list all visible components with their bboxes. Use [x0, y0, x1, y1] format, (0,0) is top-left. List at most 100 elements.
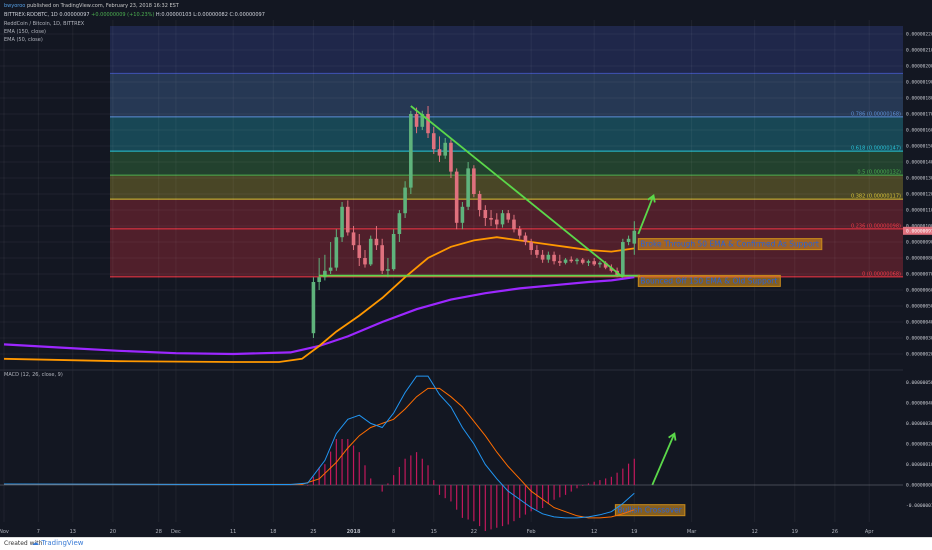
candle-body — [472, 168, 476, 194]
candle-body — [494, 219, 499, 225]
time-tick-label: 28 — [156, 529, 162, 535]
candle-body — [449, 142, 453, 172]
time-tick-label: 22 — [471, 529, 477, 535]
publish-info: bwyoroo published on TradingView.com, Fe… — [4, 3, 179, 9]
time-tick-label: Feb — [527, 529, 536, 535]
brand-name: TradingView — [41, 539, 84, 547]
price-tick-label: 0.00000060 — [906, 288, 932, 294]
fib-level-label: 0.382 (0.00000117) — [851, 194, 901, 200]
candle-body — [328, 267, 333, 271]
ema50-line — [3, 236, 635, 363]
price-tick-label: 0.00000080 — [906, 256, 932, 262]
candle-body — [580, 259, 585, 263]
price-tick-label: 0.00000030 — [906, 336, 932, 342]
candle-body — [632, 230, 637, 244]
time-axis[interactable]: Nov 7 13 20 28 Dec 11 18 25 2018 8 15 22 Feb 12 19 Mar 12… — [0, 529, 874, 535]
price-chart[interactable]: 0 (0.00000068) 0.236 (0.00000098) 0.382 (0… — [0, 0, 932, 538]
ema150-legend[interactable]: EMA (150, close) — [4, 29, 46, 35]
candle-body — [414, 114, 419, 127]
candle-body — [317, 277, 321, 282]
symbol: BITTREX:RDDBTC, 1D — [4, 12, 58, 18]
candle-body — [500, 213, 505, 225]
time-tick-label: 26 — [832, 529, 838, 535]
fib-band — [110, 116, 903, 152]
tradingview-logo[interactable]: ☁ TradingView — [32, 539, 84, 547]
price-tick-label: 0.00000180 — [906, 96, 932, 102]
macd-tick-label: 0.00000000 — [906, 483, 932, 489]
macd-arrow — [651, 433, 676, 486]
annotation-ema150: Bounced Off 150 EMA & Old Support — [640, 276, 777, 285]
candle-body — [575, 259, 579, 262]
macd-legend[interactable]: MACD (12, 26, close, 9) — [4, 372, 63, 378]
fib-retracement[interactable]: 0 (0.00000068) 0.236 (0.00000098) 0.382 (0… — [110, 26, 903, 278]
price-axis[interactable]: 0.00000220 0.00000210 0.00000200 0.00000190… — [903, 16, 932, 526]
time-tick-label: Apr — [865, 529, 875, 535]
time-tick-label: 18 — [270, 529, 276, 535]
candle-body — [409, 114, 413, 188]
price-tick-label: 0.00000040 — [906, 320, 932, 326]
candle-body — [420, 114, 425, 127]
candle-body — [592, 261, 596, 265]
candle-body — [460, 206, 465, 223]
candle-body — [311, 282, 316, 334]
candle-body — [368, 238, 373, 265]
close-value: C:0.00000097 — [229, 12, 265, 18]
macd-tick-label: 0.00000030 — [906, 421, 932, 427]
fib-level-label: 0.236 (0.00000098) — [851, 223, 901, 229]
price-tick-label: 0.00000120 — [906, 192, 932, 198]
symbol-line: BITTREX:RDDBTC, 1D 0.00000097 +0.0000000… — [4, 12, 265, 18]
ema50-legend[interactable]: EMA (50, close) — [4, 37, 43, 43]
candle-body — [391, 234, 396, 270]
candle-body — [558, 261, 562, 263]
annotation-crossover: Bullish Crossover — [617, 506, 682, 515]
fib-level-label: 0.618 (0.00000147) — [851, 146, 901, 152]
price-tick-label: 0.00000220 — [906, 32, 932, 38]
price-tick-label: 0.00000160 — [906, 128, 932, 134]
candle-body — [621, 242, 625, 276]
time-tick-label: 8 — [392, 529, 395, 535]
candle-body — [569, 259, 574, 262]
grid — [0, 20, 916, 522]
price-axis-bg — [903, 16, 932, 526]
candle-body — [334, 237, 339, 268]
time-tick-label: Dec — [171, 529, 181, 535]
publisher-name[interactable]: bwyoroo — [4, 3, 26, 9]
candle-body — [346, 206, 350, 233]
price-tick-label: 0.00000140 — [906, 160, 932, 166]
candle-body — [535, 250, 539, 255]
annotation-crossover-box — [614, 504, 686, 517]
macd-tick-label: -0.00000010 — [906, 503, 932, 509]
candle-body — [586, 261, 591, 263]
open-value: 0.00000097 — [59, 12, 90, 18]
candle-body — [357, 245, 362, 258]
fib-band — [110, 26, 903, 74]
high-value: H:0.00000103 — [155, 12, 192, 18]
footer: Created with ☁ TradingView — [0, 537, 932, 550]
candle-body — [340, 206, 344, 238]
last-price-tag — [903, 226, 932, 235]
price-tick-label: 0.00000190 — [906, 80, 932, 86]
candle-body — [466, 168, 470, 207]
price-tick-label: 0.00000170 — [906, 112, 932, 118]
price-tick-label: 0.00000210 — [906, 48, 932, 54]
macd-tick-label: 0.00000050 — [906, 380, 932, 386]
candle-body — [506, 213, 511, 220]
annotation-ema50-box — [637, 238, 823, 251]
descending-trendline — [410, 105, 624, 278]
candle-body — [437, 149, 442, 156]
macd-signal-line — [3, 387, 635, 519]
time-tick-label: 13 — [70, 529, 76, 535]
candle-body — [609, 267, 614, 271]
annotation-ema150-box — [637, 274, 781, 287]
drawings[interactable]: Broke Through 50 EMA & Confirmed As Supp… — [319, 105, 823, 517]
candle-body — [323, 270, 327, 278]
low-value: L:0.00000082 — [193, 12, 228, 18]
candle-body — [403, 187, 407, 214]
candle-body — [351, 232, 356, 246]
time-tick-label: 7 — [37, 529, 40, 535]
time-tick-label: 20 — [110, 529, 116, 535]
candle-body — [626, 238, 631, 242]
price-tick-label: 0.00000020 — [906, 352, 932, 358]
time-tick-label: 25 — [310, 529, 316, 535]
